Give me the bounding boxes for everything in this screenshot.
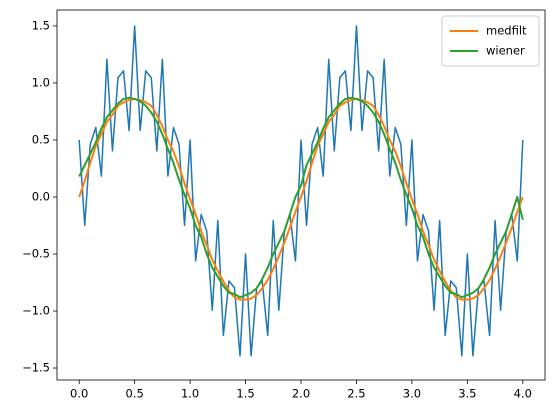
legend-label: wiener bbox=[486, 44, 525, 58]
x-tick-label: 4.0 bbox=[514, 387, 532, 401]
y-tick-label: −0.5 bbox=[22, 247, 50, 261]
y-tick-label: −1.5 bbox=[22, 361, 50, 375]
x-tick-label: 0.0 bbox=[70, 387, 88, 401]
y-tick-label: 0.0 bbox=[32, 189, 50, 203]
x-tick-label: 3.5 bbox=[458, 387, 476, 401]
legend-label: medfilt bbox=[486, 24, 527, 38]
x-tick-label: 3.0 bbox=[403, 387, 421, 401]
x-tick-label: 2.0 bbox=[292, 387, 310, 401]
series-line bbox=[78, 96, 524, 299]
y-tick-label: 1.5 bbox=[32, 18, 50, 32]
x-tick-label: 0.5 bbox=[125, 387, 143, 401]
x-tick-label: 1.5 bbox=[236, 387, 254, 401]
series-line bbox=[78, 25, 524, 357]
y-tick-label: 0.5 bbox=[32, 132, 50, 146]
x-tick-label: 2.5 bbox=[347, 387, 365, 401]
y-tick-label: 1.0 bbox=[32, 75, 50, 89]
x-tick-label: 1.0 bbox=[181, 387, 199, 401]
series-line bbox=[78, 97, 524, 301]
plot-frame bbox=[56, 9, 546, 381]
legend-box bbox=[441, 15, 540, 67]
y-tick-label: −1.0 bbox=[22, 304, 50, 318]
